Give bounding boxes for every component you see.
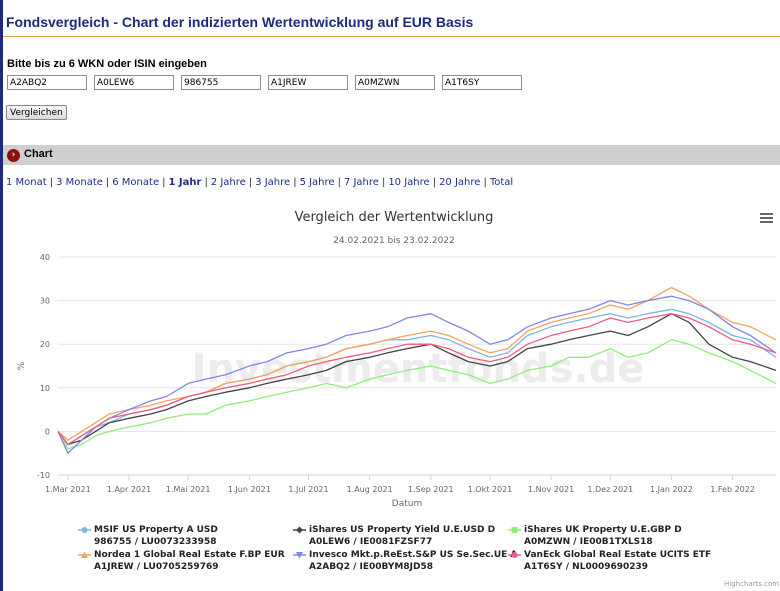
legend-symbol-icon [508,552,521,558]
period-link-20-jahre[interactable]: 20 Jahre [439,177,481,188]
chart-section-header: › Chart [3,145,780,165]
period-link-5-jahre[interactable]: 5 Jahre [299,177,335,188]
period-separator: | [293,177,297,188]
legend-series-code: A0MZWN / IE00B1TXLS18 [524,537,653,547]
legend-series-code: A2ABQ2 / IE00BYM8JD58 [309,562,433,572]
legend-item-4[interactable]: Nordea 1 Global Real Estate F.BP EUR A1JR… [78,549,293,573]
legend-item-3[interactable]: iShares UK Property U.E.GBP D A0MZWN / IE… [508,524,723,548]
period-link-1-jahr[interactable]: 1 Jahr [168,177,202,188]
wkn-input-4[interactable] [268,75,348,90]
wkn-input-3[interactable] [181,75,261,90]
chart-subtitle: 24.02.2021 bis 23.02.2022 [333,236,455,246]
series-line-6 [57,313,777,446]
series-line-4 [57,286,777,441]
period-link-3-monate[interactable]: 3 Monate [56,177,103,188]
legend-item-5[interactable]: Invesco Mkt.p.ReEst.S&P US Se.Sec.UE A A2… [293,549,518,573]
x-tick-label: 1.Jan 2022 [650,485,693,494]
y-tick-label: -10 [37,471,50,480]
x-tick-label: 1.Feb 2022 [710,485,755,494]
legend-series-code: A1JREW / LU0705259769 [94,562,219,572]
period-separator: | [162,177,166,188]
period-separator: | [105,177,110,188]
x-tick-label: 1.Jul 2021 [288,485,328,494]
wkn-input-5[interactable] [355,75,435,90]
legend-series-name: Nordea 1 Global Real Estate F.BP EUR [94,550,285,560]
period-separator: | [49,177,54,188]
y-tick-label: 30 [40,297,50,306]
period-selector: 1 Monat | 3 Monate | 6 Monate | 1 Jahr | 2 Jahre… [6,177,513,188]
legend-item-1[interactable]: MSIF US Property A USD 986755 / LU0073233… [78,524,293,548]
title-divider [3,36,780,37]
y-tick-label: 10 [40,384,50,393]
page-title: Fondsvergleich - Chart der indizierten W… [6,14,474,30]
x-tick-label: 1.Mar 2021 [45,485,91,494]
period-separator: | [248,177,253,188]
legend-series-name: iShares US Property Yield U.E.USD D [309,525,496,535]
x-tick-label: 1.Sep 2021 [408,485,454,494]
period-link-2-jahre[interactable]: 2 Jahre [210,177,246,188]
chart-credits[interactable]: Highcharts.com [724,580,780,588]
x-axis-title: Datum [392,499,422,509]
period-link-total[interactable]: Total [489,177,514,188]
legend-series-code: A1T6SY / NL0009690239 [524,562,649,572]
y-tick-label: 20 [40,340,50,349]
period-link-3-jahre[interactable]: 3 Jahre [255,177,291,188]
x-tick-label: 1.Aug 2021 [347,485,393,494]
legend-symbol-icon [508,527,521,533]
period-separator: | [483,177,487,188]
legend-item-2[interactable]: iShares US Property Yield U.E.USD D A0LEW… [293,524,508,548]
section-title: Chart [24,148,53,160]
wkn-input-1[interactable] [7,75,87,90]
legend-series-code: 986755 / LU0073233958 [94,537,217,547]
x-tick-label: 1.Jun 2021 [228,485,271,494]
x-tick-label: 1.Nov 2021 [528,485,574,494]
period-separator: | [381,177,386,188]
y-tick-label: 0 [45,427,50,436]
y-axis-title: % [17,361,27,370]
period-link-10-jahre[interactable]: 10 Jahre [388,177,430,188]
legend-series-name: iShares UK Property U.E.GBP D [524,525,682,535]
x-tick-label: 1.Apr 2021 [107,485,151,494]
series-line-2 [57,313,777,446]
legend-series-code: A0LEW6 / IE0081FZSF77 [309,537,433,547]
series-line-3 [57,339,777,450]
period-separator: | [204,177,208,188]
legend-symbol-icon [78,551,91,558]
series-line-5 [57,295,777,454]
period-separator: | [337,177,341,188]
period-link-6-monate[interactable]: 6 Monate [112,177,160,188]
chart-menu-icon[interactable] [760,213,773,224]
x-tick-label: 1.Okt 2021 [468,485,513,494]
chart-title: Vergleich der Wertentwicklung [295,210,494,225]
x-tick-label: 1.Dez 2021 [587,485,633,494]
legend-series-name: VanEck Global Real Estate UCITS ETF [524,550,712,560]
chevron-right-icon: › [7,149,20,162]
period-separator: | [432,177,437,188]
legend-symbol-icon [293,526,306,534]
wkn-input-6[interactable] [442,75,522,90]
y-tick-label: 40 [40,253,50,262]
legend-series-name: MSIF US Property A USD [94,525,218,535]
legend-item-6[interactable]: VanEck Global Real Estate UCITS ETF A1T6S… [508,549,723,573]
legend-symbol-icon [293,552,306,559]
period-link-7-jahre[interactable]: 7 Jahre [343,177,379,188]
chart-legend: MSIF US Property A USD 986755 / LU0073233… [78,524,738,574]
compare-button[interactable]: Vergleichen [6,105,67,120]
wkn-form-label: Bitte bis zu 6 WKN oder ISIN eingeben [7,58,207,70]
x-tick-label: 1.Mai 2021 [166,485,211,494]
period-link-1-monat[interactable]: 1 Monat [6,177,47,188]
legend-symbol-icon [78,527,91,533]
wkn-input-2[interactable] [94,75,174,90]
legend-series-name: Invesco Mkt.p.ReEst.S&P US Se.Sec.UE A [309,550,518,560]
